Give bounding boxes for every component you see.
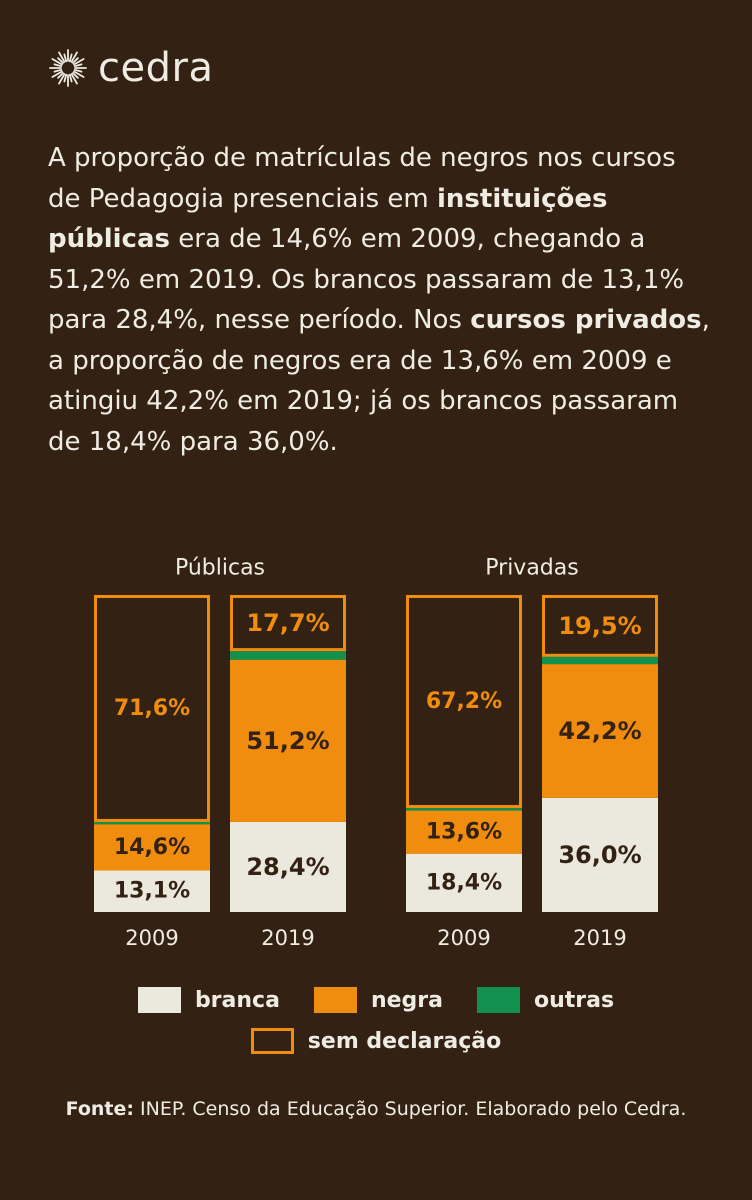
bar-negra-privadas-2009 — [406, 810, 522, 854]
legend-item-negra: negra — [313, 987, 443, 1013]
brand-name: cedra — [98, 45, 214, 91]
legend-label-branca: branca — [194, 987, 280, 1013]
group-title-0: Públicas — [175, 556, 265, 581]
intro-text: A proporção de matrículas de negros nos … — [48, 138, 713, 462]
year-label-públicas-2019: 2019 — [261, 926, 314, 950]
bar-negra-públicas-2009 — [94, 824, 210, 871]
source-text: INEP. Censo da Educação Superior. Elabor… — [133, 1098, 687, 1120]
legend-swatch-sem-declaracao — [250, 1028, 294, 1054]
label-sem-declaracao-públicas-2019: 17,7% — [246, 609, 329, 637]
bar-negra-privadas-2019 — [542, 664, 658, 798]
legend-item-sem-declaracao: sem declaração — [250, 1028, 502, 1054]
legend-swatch-branca — [137, 987, 181, 1013]
label-sem-declaracao-privadas-2009: 67,2% — [426, 689, 502, 714]
intro-highlight-publicas: instituições públicas — [48, 183, 608, 255]
intro-text-part-3: , a proporção de negros era de 13,6% em … — [48, 305, 710, 457]
legend-item-branca: branca — [137, 987, 280, 1013]
label-branca-privadas-2009: 18,4% — [426, 870, 502, 895]
year-label-privadas-2009: 2009 — [437, 926, 490, 950]
label-negra-privadas-2019: 42,2% — [558, 717, 641, 745]
label-negra-públicas-2009: 14,6% — [114, 835, 190, 860]
year-label-públicas-2009: 2009 — [125, 926, 178, 950]
bar-sem-declaracao-públicas-2019 — [230, 595, 346, 652]
bar-negra-públicas-2019 — [230, 659, 346, 822]
label-branca-públicas-2009: 13,1% — [114, 879, 190, 904]
bar-branca-privadas-2019 — [542, 797, 658, 912]
legend-label-negra: negra — [370, 987, 443, 1013]
year-label-privadas-2019: 2019 — [573, 926, 626, 950]
bar-branca-públicas-2019 — [230, 821, 346, 912]
group-title-1: Privadas — [485, 556, 578, 581]
legend-label-sem-declaracao: sem declaração — [307, 1028, 502, 1054]
bar-branca-públicas-2009 — [94, 870, 210, 912]
bar-sem-declaracao-privadas-2009 — [406, 595, 522, 809]
source-label: Fonte: — [65, 1098, 134, 1120]
source-note: Fonte: INEP. Censo da Educação Superior.… — [40, 1095, 712, 1123]
label-branca-públicas-2019: 28,4% — [246, 853, 329, 881]
bar-sem-declaracao-públicas-2009 — [94, 595, 210, 822]
intro-text-part-2: era de 14,6% em 2009, chegando a 51,2% e… — [48, 224, 685, 335]
legend-item-outras: outras — [476, 987, 615, 1013]
legend-swatch-outras — [476, 987, 520, 1013]
label-sem-declaracao-públicas-2009: 71,6% — [114, 696, 190, 721]
stacked-bar-chart: Públicas 13,1% 14,6% 71,6% 2009 28,4% 51,2% 17,… — [94, 556, 658, 950]
label-sem-declaracao-privadas-2019: 19,5% — [558, 612, 641, 640]
label-negra-públicas-2019: 51,2% — [246, 727, 329, 755]
sun-icon — [49, 49, 87, 87]
brand-logo: cedra — [48, 44, 213, 92]
chart-legend: branca negra outras sem declaração — [0, 985, 752, 1056]
bar-outras-públicas-2019 — [230, 651, 346, 660]
legend-label-outras: outras — [533, 987, 615, 1013]
bar-outras-privadas-2009 — [406, 808, 522, 811]
bar-sem-declaracao-privadas-2019 — [542, 595, 658, 657]
intro-text-part-1: A proporção de matrículas de negros nos … — [48, 143, 676, 214]
label-negra-privadas-2009: 13,6% — [426, 820, 502, 845]
bar-outras-privadas-2019 — [542, 656, 658, 665]
intro-highlight-privados: cursos privados — [470, 305, 702, 335]
bar-branca-privadas-2009 — [406, 853, 522, 912]
legend-swatch-negra — [313, 987, 357, 1013]
label-branca-privadas-2019: 36,0% — [558, 841, 641, 869]
bar-outras-públicas-2009 — [94, 821, 210, 825]
